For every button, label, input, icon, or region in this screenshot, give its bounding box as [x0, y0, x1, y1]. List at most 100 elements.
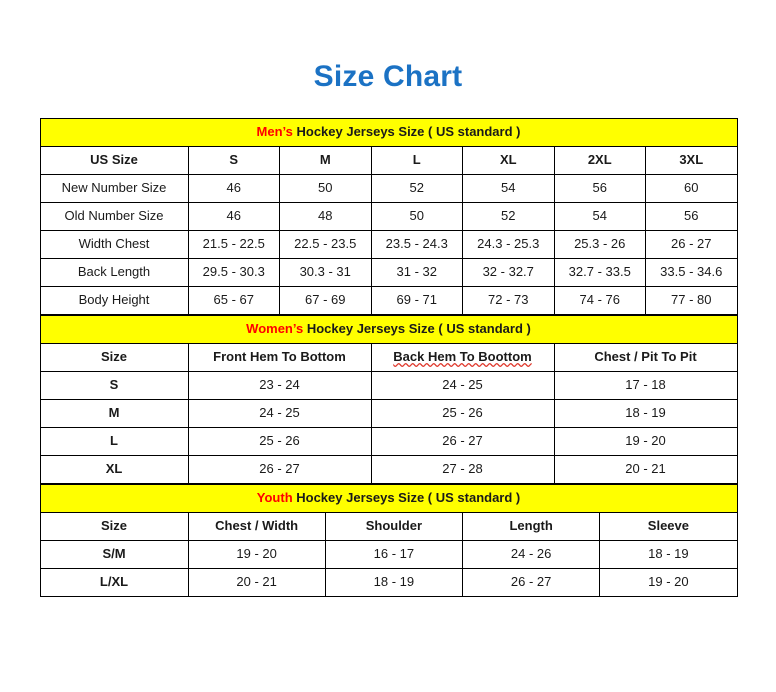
table-row: Old Number Size 46 48 50 52 54 56	[39, 202, 738, 231]
mens-cell-0-1: 50	[279, 174, 372, 203]
mens-cell-4-1: 67 - 69	[279, 286, 372, 315]
mens-row-label-1: Old Number Size	[39, 202, 189, 231]
womens-section-heading: Women’s Hockey Jerseys Size ( US standar…	[39, 315, 738, 344]
womens-cell-0-0: 23 - 24	[187, 371, 372, 400]
womens-cell-0-1: 24 - 25	[370, 371, 555, 400]
mens-section-heading-row: Men’s Hockey Jerseys Size ( US standard …	[39, 118, 738, 147]
youth-cell-1-1: 18 - 19	[324, 568, 464, 597]
mens-cell-0-2: 52	[370, 174, 463, 203]
womens-cell-1-2: 18 - 19	[553, 399, 738, 428]
mens-cell-1-4: 54	[553, 202, 646, 231]
mens-cell-4-4: 74 - 76	[553, 286, 646, 315]
youth-cell-1-0: 20 - 21	[187, 568, 326, 597]
page-title: Size Chart	[313, 60, 463, 93]
youth-row-label-1: L/XL	[39, 568, 189, 597]
youth-cell-0-2: 24 - 26	[461, 540, 601, 569]
mens-cell-4-3: 72 - 73	[462, 286, 555, 315]
mens-cell-1-3: 52	[462, 202, 555, 231]
table-row: L/XL 20 - 21 18 - 19 26 - 27 19 - 20	[39, 568, 738, 597]
mens-cell-3-4: 32.7 - 33.5	[553, 258, 646, 287]
mens-cell-2-2: 23.5 - 24.3	[370, 230, 463, 259]
womens-col-header-2-text: Back Hem To Boottom	[393, 349, 532, 365]
youth-cell-0-1: 16 - 17	[324, 540, 464, 569]
mens-section-heading: Men’s Hockey Jerseys Size ( US standard …	[39, 118, 738, 147]
youth-heading-rest: Hockey Jerseys Size ( US standard )	[292, 490, 521, 506]
mens-row-label-3: Back Length	[39, 258, 189, 287]
mens-row-label-2: Width Chest	[39, 230, 189, 259]
mens-col-header-4: XL	[462, 146, 555, 175]
table-row: M 24 - 25 25 - 26 18 - 19	[39, 399, 738, 428]
youth-column-header-row: Size Chest / Width Shoulder Length Sleev…	[39, 512, 738, 541]
womens-cell-1-1: 25 - 26	[370, 399, 555, 428]
mens-col-header-3: L	[370, 146, 463, 175]
youth-cell-1-3: 19 - 20	[599, 568, 738, 597]
womens-section-heading-row: Women’s Hockey Jerseys Size ( US standar…	[39, 315, 738, 344]
womens-row-label-1: M	[39, 399, 189, 428]
youth-row-label-0: S/M	[39, 540, 189, 569]
mens-column-header-row: US Size S M L XL 2XL 3XL	[39, 146, 738, 175]
womens-cell-3-2: 20 - 21	[553, 455, 738, 484]
mens-cell-0-5: 60	[645, 174, 738, 203]
youth-col-header-0: Size	[39, 512, 189, 541]
mens-cell-3-5: 33.5 - 34.6	[645, 258, 738, 287]
womens-heading-rest: Hockey Jerseys Size ( US standard )	[303, 321, 531, 337]
womens-col-header-3: Chest / Pit To Pit	[553, 343, 738, 372]
table-row: XL 26 - 27 27 - 28 20 - 21	[39, 455, 738, 484]
mens-cell-4-0: 65 - 67	[187, 286, 280, 315]
mens-col-header-1: S	[187, 146, 280, 175]
mens-row-label-4: Body Height	[39, 286, 189, 315]
size-chart-container: Men’s Hockey Jerseys Size ( US standard …	[39, 118, 738, 597]
mens-cell-3-2: 31 - 32	[370, 258, 463, 287]
youth-section-heading-row: Youth Hockey Jerseys Size ( US standard …	[39, 484, 738, 513]
mens-col-header-0: US Size	[39, 146, 189, 175]
mens-cell-0-3: 54	[462, 174, 555, 203]
womens-col-header-2: Back Hem To Boottom	[370, 343, 555, 372]
womens-size-table: Women’s Hockey Jerseys Size ( US standar…	[39, 315, 738, 484]
youth-cell-0-0: 19 - 20	[187, 540, 326, 569]
mens-cell-1-1: 48	[279, 202, 372, 231]
table-row: Width Chest 21.5 - 22.5 22.5 - 23.5 23.5…	[39, 230, 738, 259]
table-row: New Number Size 46 50 52 54 56 60	[39, 174, 738, 203]
youth-col-header-3: Length	[461, 512, 601, 541]
womens-cell-3-1: 27 - 28	[370, 455, 555, 484]
mens-cell-3-1: 30.3 - 31	[279, 258, 372, 287]
mens-cell-1-5: 56	[645, 202, 738, 231]
mens-cell-4-5: 77 - 80	[645, 286, 738, 315]
womens-col-header-0: Size	[39, 343, 189, 372]
womens-heading-accent: Women’s	[246, 321, 304, 337]
mens-size-table: Men’s Hockey Jerseys Size ( US standard …	[39, 118, 738, 315]
youth-heading-accent: Youth	[256, 490, 293, 506]
womens-cell-1-0: 24 - 25	[187, 399, 372, 428]
youth-section-heading: Youth Hockey Jerseys Size ( US standard …	[39, 484, 738, 513]
mens-cell-2-3: 24.3 - 25.3	[462, 230, 555, 259]
mens-cell-3-3: 32 - 32.7	[462, 258, 555, 287]
mens-cell-2-0: 21.5 - 22.5	[187, 230, 280, 259]
youth-cell-1-2: 26 - 27	[461, 568, 601, 597]
mens-col-header-2: M	[279, 146, 372, 175]
mens-row-label-0: New Number Size	[39, 174, 189, 203]
mens-cell-0-0: 46	[187, 174, 280, 203]
womens-column-header-row: Size Front Hem To Bottom Back Hem To Boo…	[39, 343, 738, 372]
mens-cell-4-2: 69 - 71	[370, 286, 463, 315]
womens-cell-2-0: 25 - 26	[187, 427, 372, 456]
youth-col-header-2: Shoulder	[324, 512, 464, 541]
table-row: S 23 - 24 24 - 25 17 - 18	[39, 371, 738, 400]
mens-heading-rest: Hockey Jerseys Size ( US standard )	[292, 124, 521, 140]
womens-row-label-2: L	[39, 427, 189, 456]
mens-cell-1-0: 46	[187, 202, 280, 231]
youth-cell-0-3: 18 - 19	[599, 540, 738, 569]
womens-row-label-3: XL	[39, 455, 189, 484]
table-row: Body Height 65 - 67 67 - 69 69 - 71 72 -…	[39, 286, 738, 315]
mens-cell-3-0: 29.5 - 30.3	[187, 258, 280, 287]
mens-cell-2-4: 25.3 - 26	[553, 230, 646, 259]
mens-cell-0-4: 56	[553, 174, 646, 203]
mens-cell-1-2: 50	[370, 202, 463, 231]
table-row: L 25 - 26 26 - 27 19 - 20	[39, 427, 738, 456]
youth-size-table: Youth Hockey Jerseys Size ( US standard …	[39, 484, 738, 597]
table-row: Back Length 29.5 - 30.3 30.3 - 31 31 - 3…	[39, 258, 738, 287]
table-row: S/M 19 - 20 16 - 17 24 - 26 18 - 19	[39, 540, 738, 569]
youth-col-header-1: Chest / Width	[187, 512, 326, 541]
mens-cell-2-1: 22.5 - 23.5	[279, 230, 372, 259]
womens-col-header-1: Front Hem To Bottom	[187, 343, 372, 372]
womens-cell-2-2: 19 - 20	[553, 427, 738, 456]
